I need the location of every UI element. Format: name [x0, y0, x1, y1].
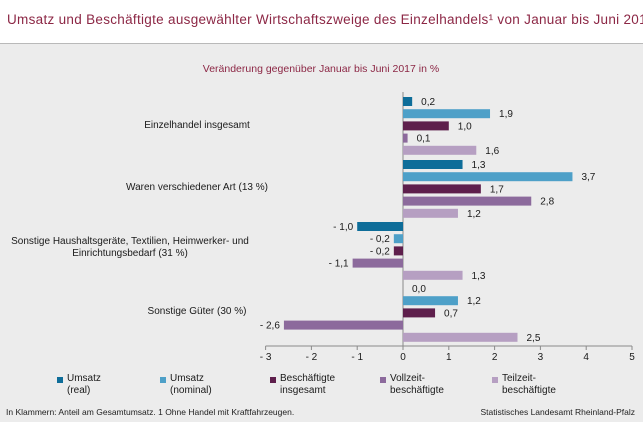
x-tick-label-8: 5 [629, 352, 635, 363]
data-label-4-1: 1,2 [467, 209, 481, 220]
bar-0-1 [403, 160, 463, 169]
bar-0-0 [403, 97, 413, 106]
bar-3-2 [352, 258, 403, 268]
x-tick-label-5: 2 [492, 352, 498, 363]
bar-1-3 [403, 296, 458, 306]
bar-3-3 [283, 320, 403, 330]
source-note: Statistisches Landesamt Rheinland-Pfalz [480, 407, 636, 417]
category-label-2-0: Sonstige Haushaltsgeräte, Textilien, Hei… [11, 236, 249, 247]
x-tick-label-3: 0 [400, 352, 406, 363]
data-label-2-3: 0,7 [444, 308, 458, 319]
category-label-1-0: Waren verschiedener Art (13 %) [126, 182, 268, 193]
legend-swatch-2 [270, 377, 276, 383]
bar-1-1 [403, 172, 573, 182]
bar-4-2 [403, 270, 463, 280]
category-label-3-0: Sonstige Güter (30 %) [148, 306, 247, 317]
chart-subtitle: Veränderung gegenüber Januar bis Juni 20… [203, 63, 439, 75]
data-label-4-0: 1,6 [485, 146, 499, 157]
legend-label-2-1: insgesamt [280, 385, 326, 396]
legend-swatch-1 [160, 377, 166, 383]
data-label-2-2: - 0,2 [370, 246, 390, 257]
data-label-1-1: 3,7 [581, 172, 595, 183]
chart-title: Umsatz und Beschäftigte ausgewählter Wir… [7, 12, 643, 27]
data-label-0-2: - 1,0 [333, 222, 353, 233]
category-label-2-1: Einrichtungsbedarf (31 %) [72, 248, 188, 259]
x-tick-label-4: 1 [446, 352, 452, 363]
x-tick-label-0: - 3 [260, 352, 272, 363]
bar-4-1 [403, 208, 458, 218]
title-bar: Umsatz und Beschäftigte ausgewählter Wir… [0, 0, 643, 44]
bar-3-1 [403, 196, 532, 206]
data-label-3-3: - 2,6 [260, 321, 280, 332]
data-label-4-3: 2,5 [527, 333, 541, 344]
data-label-0-3: 0,0 [412, 284, 426, 295]
legend-label-0-1: (real) [67, 385, 90, 396]
bar-4-0 [403, 145, 477, 155]
legend-label-3-0: Vollzeit- [390, 373, 425, 384]
bar-2-0 [403, 121, 449, 131]
data-label-3-2: - 1,1 [329, 259, 349, 270]
data-label-1-3: 1,2 [467, 296, 481, 307]
chart-area: Veränderung gegenüber Januar bis Juni 20… [0, 44, 643, 404]
legend-label-2-0: Beschäftigte [280, 373, 335, 384]
legend-label-1-1: (nominal) [170, 385, 212, 396]
bar-2-3 [403, 308, 436, 318]
legend-label-4-1: beschäftigte [502, 385, 556, 396]
x-tick-label-7: 4 [583, 352, 589, 363]
data-label-3-0: 0,1 [417, 134, 431, 145]
bar-1-2 [393, 234, 403, 244]
footer: In Klammern: Anteil am Gesamtumsatz. 1 O… [0, 404, 643, 422]
legend-label-4-0: Teilzeit- [502, 373, 536, 384]
data-label-1-2: - 0,2 [370, 234, 390, 245]
legend-label-0-0: Umsatz [67, 373, 101, 384]
bar-0-2 [357, 222, 403, 231]
category-label-0-0: Einzelhandel insgesamt [144, 120, 250, 131]
footnote: In Klammern: Anteil am Gesamtumsatz. 1 O… [6, 407, 295, 417]
x-tick-label-6: 3 [538, 352, 544, 363]
legend-swatch-0 [57, 377, 63, 383]
data-label-0-0: 0,2 [421, 97, 435, 108]
bar-3-0 [403, 133, 408, 143]
bar-1-0 [403, 109, 491, 119]
data-label-2-0: 1,0 [458, 121, 472, 132]
legend-label-3-1: beschäftigte [390, 385, 444, 396]
data-label-0-1: 1,3 [472, 160, 486, 171]
bar-2-2 [393, 246, 403, 256]
data-label-4-2: 1,3 [472, 271, 486, 282]
legend-label-1-0: Umsatz [170, 373, 204, 384]
legend-swatch-4 [492, 377, 498, 383]
data-label-3-1: 2,8 [540, 197, 554, 208]
data-label-1-0: 1,9 [499, 109, 513, 120]
bar-4-3 [403, 332, 518, 342]
x-tick-label-1: - 2 [306, 352, 318, 363]
x-tick-label-2: - 1 [351, 352, 363, 363]
legend-swatch-3 [380, 377, 386, 383]
bar-chart: Veränderung gegenüber Januar bis Juni 20… [11, 63, 635, 396]
bar-2-1 [403, 184, 481, 194]
data-label-2-1: 1,7 [490, 184, 504, 195]
